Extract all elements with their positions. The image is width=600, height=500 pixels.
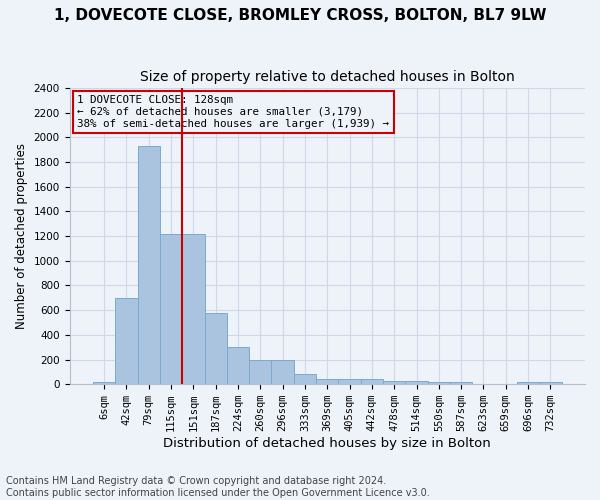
Y-axis label: Number of detached properties: Number of detached properties [15,143,28,329]
Bar [160,234,182,384]
Bar [517,382,539,384]
Bar [428,382,450,384]
Bar [383,380,406,384]
Bar [406,380,428,384]
Bar [249,360,271,384]
Bar [115,298,137,384]
Bar [137,146,160,384]
Bar [271,360,294,384]
X-axis label: Distribution of detached houses by size in Bolton: Distribution of detached houses by size … [163,437,491,450]
Bar [539,382,562,384]
Bar [227,346,249,384]
Text: 1, DOVECOTE CLOSE, BROMLEY CROSS, BOLTON, BL7 9LW: 1, DOVECOTE CLOSE, BROMLEY CROSS, BOLTON… [54,8,546,22]
Bar [205,313,227,384]
Bar [361,380,383,384]
Bar [338,380,361,384]
Bar [450,382,472,384]
Title: Size of property relative to detached houses in Bolton: Size of property relative to detached ho… [140,70,515,84]
Bar [316,378,338,384]
Text: 1 DOVECOTE CLOSE: 128sqm
← 62% of detached houses are smaller (3,179)
38% of sem: 1 DOVECOTE CLOSE: 128sqm ← 62% of detach… [77,96,389,128]
Text: Contains HM Land Registry data © Crown copyright and database right 2024.
Contai: Contains HM Land Registry data © Crown c… [6,476,430,498]
Bar [294,374,316,384]
Bar [93,382,115,384]
Bar [182,234,205,384]
